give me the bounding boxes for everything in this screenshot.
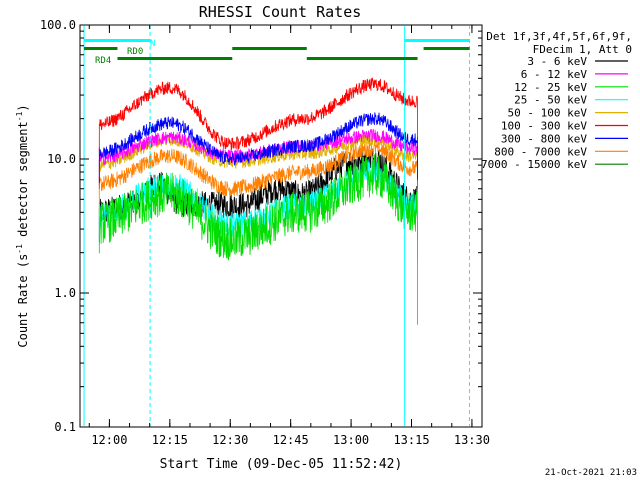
y-tick-label: 0.1 xyxy=(54,420,76,434)
flag-label-n: N xyxy=(150,39,155,49)
flag-bar-n xyxy=(84,39,151,42)
x-axis-ticks: 12:00 12:15 12:30 12:45 13:00 13:15 13:30 xyxy=(88,25,490,447)
x-axis-label: Start Time (09-Dec-05 11:52:42) xyxy=(160,457,403,472)
flag-bars: N RD0 RD4 xyxy=(84,39,470,66)
legend-label: 3 - 6 keV xyxy=(527,55,587,68)
plot-frame xyxy=(79,24,483,428)
x-tick-label: 12:30 xyxy=(212,433,248,447)
timestamp: 21-Oct-2021 21:03 xyxy=(545,468,637,478)
x-tick-label: 12:45 xyxy=(273,433,309,447)
legend-label: 7000 - 15000 keV xyxy=(481,158,587,171)
x-tick-label: 12:15 xyxy=(152,433,188,447)
legend-label: 12 - 25 keV xyxy=(514,81,587,94)
legend-header-line-1: Det 1f,3f,4f,5f,6f,9f, xyxy=(486,30,632,43)
x-tick-label: 13:00 xyxy=(333,433,369,447)
y-axis-ticks: 0.1 1.0 10.0 100.0 xyxy=(40,18,482,434)
legend: Det 1f,3f,4f,5f,6f,9f, FDecim 1, Att 0 3… xyxy=(481,30,632,171)
flag-bar-n xyxy=(404,39,470,42)
flag-label-rd4: RD4 xyxy=(95,56,111,66)
legend-label: 50 - 100 keV xyxy=(508,107,588,120)
legend-header-line-2: FDecim 1, Att 0 xyxy=(533,43,632,56)
x-tick-label: 13:15 xyxy=(393,433,429,447)
y-tick-label: 1.0 xyxy=(54,286,76,300)
flag-bar-rd4 xyxy=(306,57,418,60)
series-line-100-300-kev xyxy=(98,77,418,155)
data-traces xyxy=(83,26,471,426)
series-line-12-25-kev xyxy=(98,154,418,325)
x-tick-label: 13:30 xyxy=(454,433,490,447)
y-axis-label: Count Rate (s-1 detector segment-1) xyxy=(15,104,30,347)
y-tick-label: 10.0 xyxy=(47,152,76,166)
series-line-800-7000-kev xyxy=(98,141,418,214)
legend-label: 25 - 50 keV xyxy=(514,94,587,107)
flag-bar-rd0 xyxy=(84,47,118,50)
y-tick-label: 100.0 xyxy=(40,18,76,32)
legend-label: 100 - 300 keV xyxy=(501,120,587,133)
legend-label: 6 - 12 keV xyxy=(521,68,588,81)
flag-label-rd0: RD0 xyxy=(127,47,143,57)
chart-title: RHESSI Count Rates xyxy=(199,3,362,21)
series-line-300-800-kev xyxy=(98,112,418,184)
flag-bar-rd4 xyxy=(232,47,307,50)
flag-bar-rd0 xyxy=(423,47,470,50)
legend-label: 300 - 800 keV xyxy=(501,132,587,145)
flag-bar-rd4 xyxy=(117,57,233,60)
legend-label: 800 - 7000 keV xyxy=(494,145,587,158)
x-tick-label: 12:00 xyxy=(91,433,127,447)
